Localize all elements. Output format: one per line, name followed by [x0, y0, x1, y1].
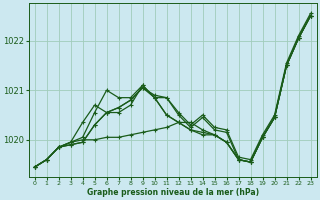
X-axis label: Graphe pression niveau de la mer (hPa): Graphe pression niveau de la mer (hPa)	[86, 188, 259, 197]
